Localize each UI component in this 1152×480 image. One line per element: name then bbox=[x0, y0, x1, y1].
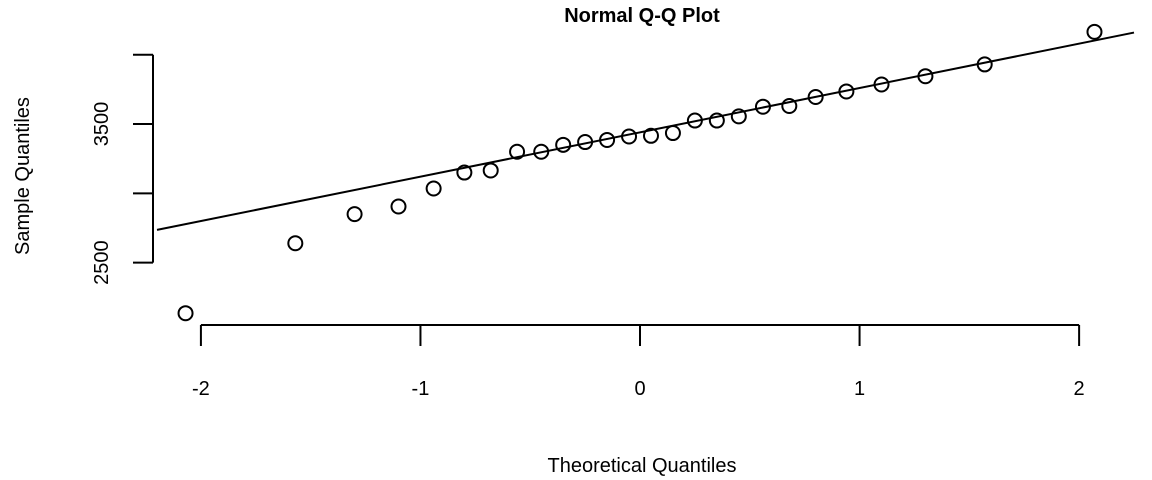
x-tick-label: 1 bbox=[854, 378, 865, 400]
data-point bbox=[642, 127, 659, 144]
data-point bbox=[509, 143, 526, 160]
data-point bbox=[621, 128, 638, 145]
x-tick-label: -1 bbox=[412, 378, 430, 400]
data-points bbox=[177, 23, 1103, 322]
data-point bbox=[599, 131, 616, 148]
y-axis: 2500 3500 bbox=[91, 53, 154, 285]
y-tick-label: 3500 bbox=[91, 102, 113, 147]
data-point bbox=[781, 98, 798, 115]
data-point bbox=[754, 98, 771, 115]
data-point bbox=[708, 112, 725, 129]
data-point bbox=[555, 136, 572, 153]
data-point bbox=[390, 198, 407, 215]
data-point bbox=[838, 83, 855, 100]
x-axis: -2 -1 0 1 2 bbox=[192, 324, 1085, 400]
data-point bbox=[482, 162, 499, 179]
y-tick-label: 2500 bbox=[91, 240, 113, 285]
data-point bbox=[917, 68, 934, 85]
data-point bbox=[287, 235, 304, 252]
data-point bbox=[577, 134, 594, 151]
x-tick-label: -2 bbox=[192, 378, 210, 400]
data-point bbox=[346, 206, 363, 223]
data-point bbox=[730, 108, 747, 125]
data-point bbox=[686, 112, 703, 129]
data-point bbox=[664, 125, 681, 142]
data-point bbox=[177, 305, 194, 322]
x-axis-label: Theoretical Quantiles bbox=[548, 455, 737, 477]
x-tick-label: 2 bbox=[1074, 378, 1085, 400]
data-point bbox=[807, 88, 824, 105]
data-point bbox=[873, 76, 890, 93]
data-point bbox=[425, 180, 442, 197]
x-tick-label: 0 bbox=[634, 378, 645, 400]
data-point bbox=[1086, 23, 1103, 40]
data-point bbox=[456, 164, 473, 181]
data-point bbox=[976, 56, 993, 73]
chart-title: Normal Q-Q Plot bbox=[564, 5, 720, 27]
y-axis-label: Sample Quantiles bbox=[12, 97, 34, 255]
data-point bbox=[533, 143, 550, 160]
